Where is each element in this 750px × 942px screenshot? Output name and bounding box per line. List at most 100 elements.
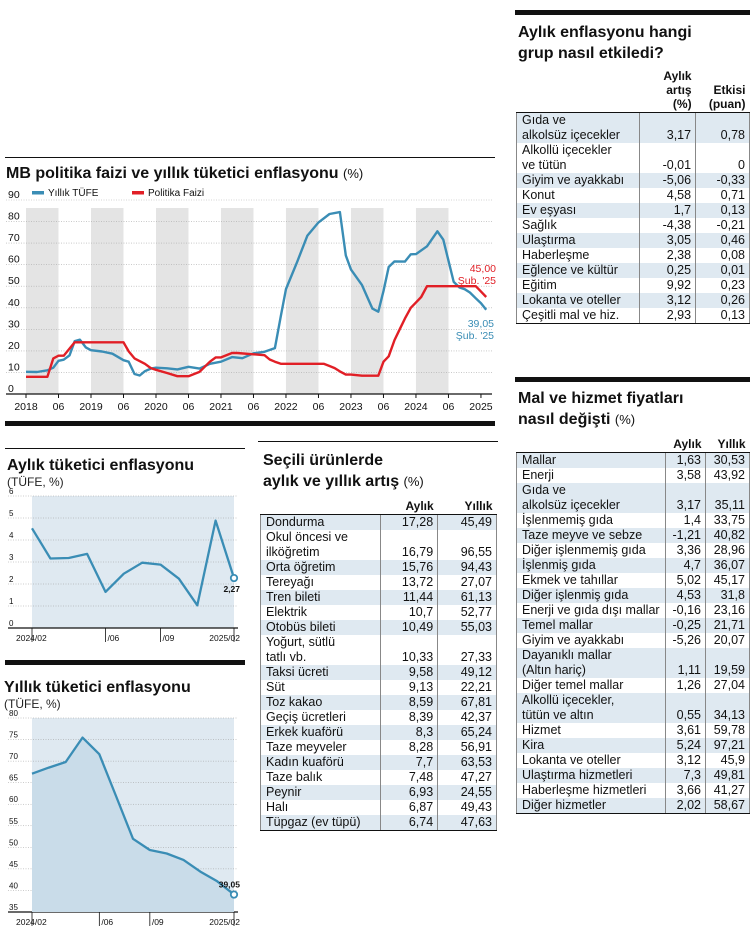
x-tick-label: 06 xyxy=(53,401,65,413)
row-label-line: Ekmek ve tahıllar xyxy=(522,573,618,587)
annual-y-tick-label: 55 xyxy=(9,817,18,826)
row-label: Geçiş ücretleri xyxy=(259,710,381,725)
row-value-monthly: 1,26 xyxy=(665,678,707,693)
row-value-monthly: 6,93 xyxy=(380,785,439,800)
row-label-line: Temel mallar xyxy=(522,618,593,632)
groups-header-monthly-l1: Aylık xyxy=(663,69,692,83)
row-label-line: Eğlence ve kültür xyxy=(522,263,618,277)
row-value-second: 49,12 xyxy=(437,665,497,680)
row-label-line: Taze meyve ve sebze xyxy=(522,528,643,542)
row-value-second: 27,04 xyxy=(705,678,750,693)
row-value-monthly: 17,28 xyxy=(380,514,439,530)
x-tick-label: 06 xyxy=(118,401,130,413)
row-value-second: 49,43 xyxy=(437,800,497,815)
row-value-monthly: 1,7 xyxy=(639,203,697,218)
annual-y-tick-label: 80 xyxy=(9,709,18,718)
products-row: Tren bileti 11,44 61,13 xyxy=(259,590,497,605)
groups-header-item xyxy=(516,69,640,113)
row-label-line: Otobüs bileti xyxy=(266,620,336,634)
row-label: Dondurma xyxy=(259,514,381,530)
row-label-line: Süt xyxy=(266,680,285,694)
row-label: Otobüs bileti xyxy=(259,620,381,635)
row-label: Toz kakao xyxy=(259,695,381,710)
goods-row: Kira 5,24 97,21 xyxy=(515,738,750,753)
goods-row: Giyim ve ayakkabı -5,26 20,07 xyxy=(515,633,750,648)
products-row: Taksi ücreti 9,58 49,12 xyxy=(259,665,497,680)
row-value-second: 55,03 xyxy=(437,620,497,635)
row-value-monthly: 8,28 xyxy=(380,740,439,755)
groups-row: Eğlence ve kültür 0,25 0,01 xyxy=(515,263,750,278)
row-label: Sağlık xyxy=(515,218,640,233)
monthly-y-tick-label: 6 xyxy=(9,487,14,496)
row-value-monthly: 10,33 xyxy=(380,635,439,665)
goods-header-item xyxy=(516,437,666,453)
row-value-monthly: 3,36 xyxy=(665,543,707,558)
row-label-line: Sağlık xyxy=(522,218,557,232)
main-chart-title: MB politika faizi ve yıllık tüketici enf… xyxy=(6,163,363,184)
row-label-line: Taksi ücreti xyxy=(266,665,329,679)
row-label: Taze balık xyxy=(259,770,381,785)
goods-row: Enerji ve gıda dışı mallar -0,16 23,16 xyxy=(515,603,750,618)
row-label-line: Halı xyxy=(266,800,289,814)
monthly-y-tick-label: 2 xyxy=(9,575,14,584)
goods-title-line2: nasıl değişti xyxy=(518,411,611,428)
products-row: Kadın kuaförü 7,7 63,53 xyxy=(259,755,497,770)
row-label-line: Enerji xyxy=(522,468,554,482)
row-value-second: 47,27 xyxy=(437,770,497,785)
row-value-second: 52,77 xyxy=(437,605,497,620)
legend-cpi-label: Yıllık TÜFE xyxy=(48,187,99,199)
products-row: Okul öncesi ve ilköğretim 16,79 96,55 xyxy=(259,530,497,560)
row-value-second: 21,71 xyxy=(705,618,750,633)
row-label-line: Yoğurt, sütlü xyxy=(266,635,336,649)
monthly-chart-bottom-rule xyxy=(5,660,245,665)
row-label-line: tatlı vb. xyxy=(266,650,307,664)
goods-header-annual: Yıllık xyxy=(705,437,750,453)
products-row: Geçiş ücretleri 8,39 42,37 xyxy=(259,710,497,725)
annual-chart-unit: (TÜFE, %) xyxy=(4,697,61,711)
y-tick-label: 30 xyxy=(8,318,20,330)
row-value-monthly: 9,13 xyxy=(380,680,439,695)
x-tick-label: 2025 xyxy=(469,401,493,413)
goods-row: Lokanta ve oteller 3,12 45,9 xyxy=(515,753,750,768)
row-label: Taze meyve ve sebze xyxy=(515,528,666,543)
row-label: Temel mallar xyxy=(515,618,666,633)
row-value-second: 0,26 xyxy=(695,293,750,308)
row-label-line: Çeşitli mal ve hiz. xyxy=(522,308,620,322)
row-label-line: Diğer hizmetler xyxy=(522,798,607,812)
row-label: İşlenmemiş gıda xyxy=(515,513,666,528)
row-value-second: 19,59 xyxy=(705,648,750,678)
x-tick-label: 2020 xyxy=(144,401,168,413)
row-value-monthly: 5,02 xyxy=(665,573,707,588)
x-tick-label: 2019 xyxy=(79,401,103,413)
row-label: Halı xyxy=(259,800,381,815)
products-title: Seçili ürünlerde aylık ve yıllık artış (%… xyxy=(263,450,424,492)
row-value-monthly: 8,59 xyxy=(380,695,439,710)
goods-row: Alkollü içecekler, tütün ve altın 0,55 34,1… xyxy=(515,693,750,723)
row-label: Okul öncesi ve ilköğretim xyxy=(259,530,381,560)
monthly-y-tick-label: 3 xyxy=(9,553,14,562)
row-label: Alkollü içecekler ve tütün xyxy=(515,143,640,173)
row-value-second: 0,01 xyxy=(695,263,750,278)
row-label-line: Tereyağı xyxy=(266,575,314,589)
groups-row: Alkollü içecekler ve tütün -0,01 0 xyxy=(515,143,750,173)
row-value-monthly: 0,25 xyxy=(639,263,697,278)
monthly-y-tick-label: 0 xyxy=(9,619,14,628)
row-label: Taze meyveler xyxy=(259,740,381,755)
row-value-second: 35,11 xyxy=(705,483,750,513)
row-value-monthly: 8,3 xyxy=(380,725,439,740)
row-value-monthly: 1,63 xyxy=(665,452,707,468)
row-label-line: İşlenmemiş gıda xyxy=(522,513,614,527)
goods-row: Diğer temel mallar 1,26 27,04 xyxy=(515,678,750,693)
row-label: Eğlence ve kültür xyxy=(515,263,640,278)
row-label: Lokanta ve oteller xyxy=(515,293,640,308)
row-value-monthly: 1,11 xyxy=(665,648,707,678)
goods-row: Taze meyve ve sebze -1,21 40,82 xyxy=(515,528,750,543)
monthly-y-tick-label: 4 xyxy=(9,531,14,540)
row-value-second: -0,33 xyxy=(695,173,750,188)
row-value-second: 45,49 xyxy=(437,514,497,530)
row-value-monthly: 4,53 xyxy=(665,588,707,603)
year-shade-band xyxy=(415,208,449,394)
row-label: Hizmet xyxy=(515,723,666,738)
goods-row: İşlenmiş gıda 4,7 36,07 xyxy=(515,558,750,573)
row-label-line: Mallar xyxy=(522,453,557,467)
